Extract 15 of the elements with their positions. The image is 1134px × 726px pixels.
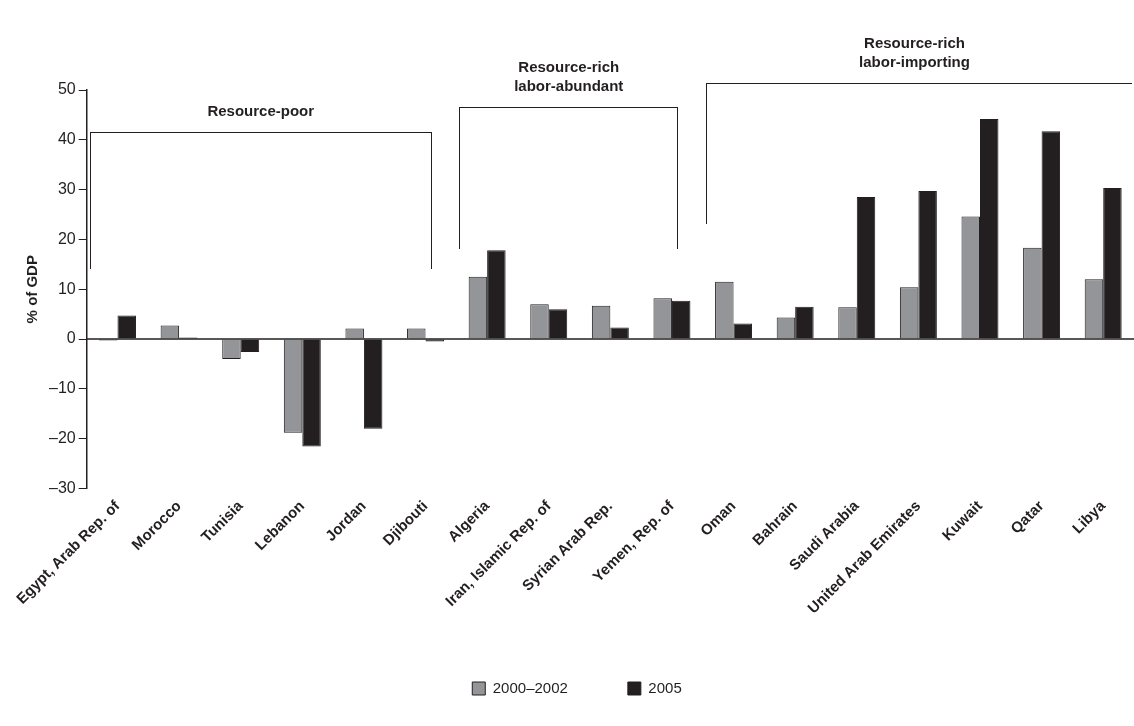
y-tick-label: 10 (57, 279, 76, 297)
y-tick-label: 20 (57, 229, 76, 247)
y-tick-label: 40 (57, 130, 76, 148)
annotation: Resource-poor (206, 101, 316, 121)
y-tick-label: –30 (48, 478, 76, 496)
y-tick-label: 30 (57, 180, 76, 198)
y-tick-label: 0 (66, 329, 76, 347)
text: Resource-rich labor-importing (858, 32, 971, 71)
legend-label: 2000–2002 (492, 678, 568, 696)
y-tick-label: 50 (57, 80, 76, 98)
y-axis-title: % of GDP (23, 255, 41, 324)
legend-label: 2005 (648, 678, 682, 696)
y-tick-label: –10 (48, 379, 76, 397)
y-tick-label: –20 (48, 429, 76, 447)
annotation: Resource-rich labor-abundant (513, 57, 625, 96)
